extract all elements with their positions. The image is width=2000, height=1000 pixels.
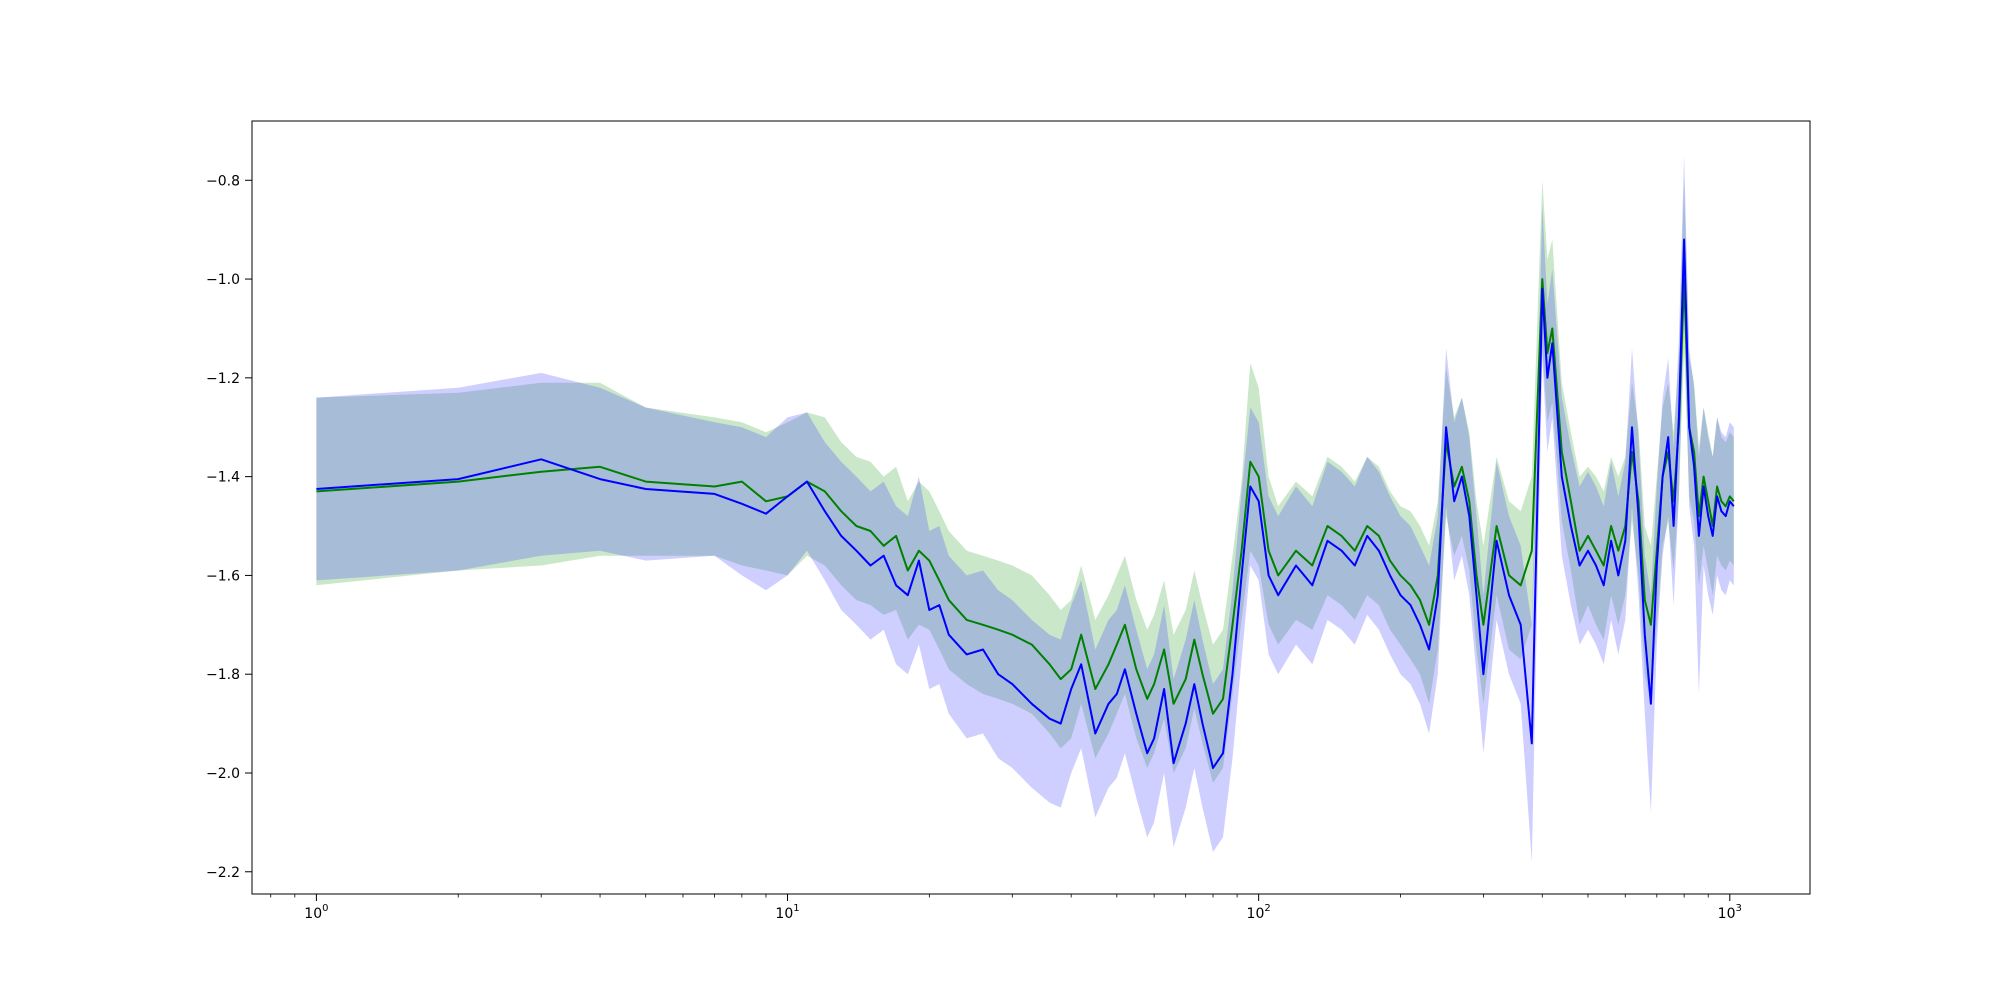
y-tick-label: −1.2 [206,371,240,387]
series-2-line [316,238,1735,769]
y-tick-label: −2.2 [206,865,240,881]
x-tick-label: 101 [775,903,799,922]
x-tick-label: 103 [1718,903,1742,922]
series-2-band [316,155,1734,862]
series-1-band [316,180,1734,783]
y-tick-label: −1.4 [206,470,240,486]
y-axis: −0.8 −1.0 −1.2 −1.4 −1.6 −1.8 −2.0 −2.2 [206,173,252,881]
confidence-bands [316,155,1734,862]
plot-frame [251,120,1811,895]
x-tick-label: 102 [1247,903,1271,922]
series-1-line [316,278,1735,715]
y-tick-label: −1.0 [206,272,240,288]
y-tick-label: −1.8 [206,667,240,683]
x-tick-label: 100 [304,903,328,922]
y-tick-label: −1.6 [206,568,240,584]
series-lines [316,238,1735,769]
y-tick-label: −2.0 [206,766,240,782]
x-axis: 100 101 102 103 [270,894,1742,922]
y-tick-label: −0.8 [206,173,240,189]
